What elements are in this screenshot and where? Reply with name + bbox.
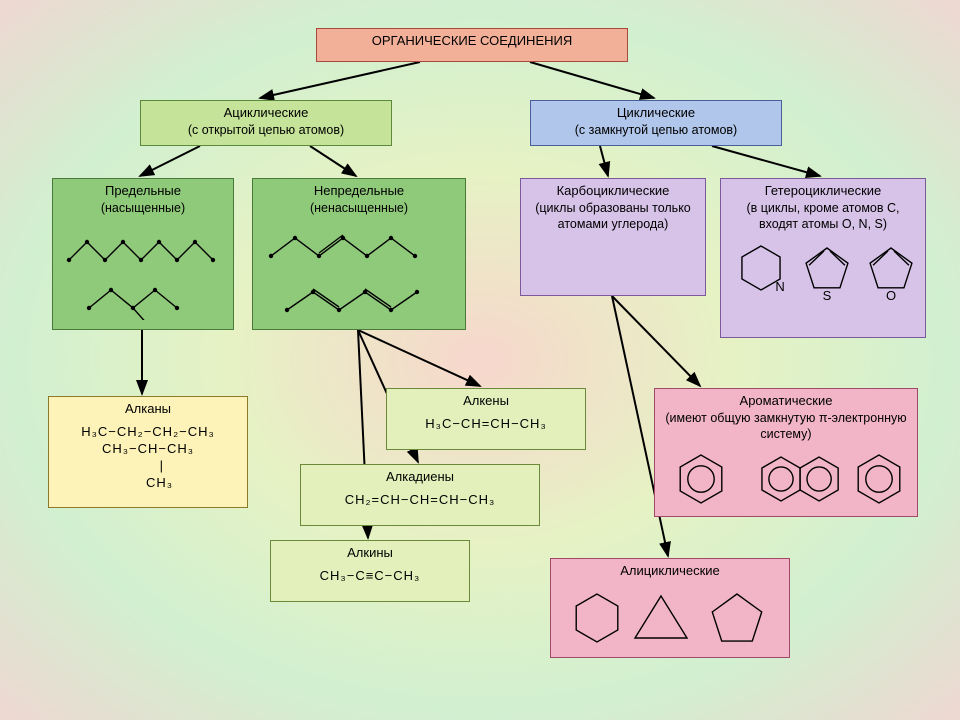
box-acyclic: Ациклические(с открытой цепью атомов) bbox=[140, 100, 392, 146]
box-aromatic-subtitle: (имеют общую замкнутую π-электронную сис… bbox=[661, 410, 911, 443]
box-unsat: Непредельные(ненасыщенные) bbox=[252, 178, 466, 330]
alkene-formula: H₃C−CH=CH−CH₃ bbox=[393, 416, 579, 433]
box-aromatic: Ароматические(имеют общую замкнутую π-эл… bbox=[654, 388, 918, 517]
box-alkyne-title: Алкины bbox=[277, 545, 463, 562]
svg-text:O: O bbox=[886, 288, 896, 303]
box-cyclic-subtitle: (с замкнутой цепью атомов) bbox=[537, 122, 775, 138]
unsat-structure-icon bbox=[259, 220, 459, 324]
box-alkane-title: Алканы bbox=[55, 401, 241, 418]
box-aromatic-title: Ароматические bbox=[661, 393, 911, 410]
sat-structure-icon bbox=[59, 220, 229, 320]
alicyclic-structure-icon bbox=[557, 584, 783, 648]
box-alkadiene-title: Алкадиены bbox=[307, 469, 533, 486]
box-hetero-subtitle: (в циклы, кроме атомов C, входят атомы O… bbox=[727, 200, 919, 233]
aromatic-structure-icon bbox=[661, 446, 911, 512]
box-acyclic-subtitle: (с открытой цепью атомов) bbox=[147, 122, 385, 138]
box-root-title: ОРГАНИЧЕСКИЕ СОЕДИНЕНИЯ bbox=[323, 33, 621, 50]
box-root: ОРГАНИЧЕСКИЕ СОЕДИНЕНИЯ bbox=[316, 28, 628, 62]
box-hetero: Гетероциклические(в циклы, кроме атомов … bbox=[720, 178, 926, 338]
box-alicyclic-title: Алициклические bbox=[557, 563, 783, 580]
box-alkene: Алкены H₃C−CH=CH−CH₃ bbox=[386, 388, 586, 450]
box-acyclic-title: Ациклические bbox=[147, 105, 385, 122]
box-hetero-title: Гетероциклические bbox=[727, 183, 919, 200]
box-carbo-title: Карбоциклические bbox=[527, 183, 699, 200]
box-carbo-subtitle: (циклы образованы только атомами углерод… bbox=[527, 200, 699, 233]
svg-text:S: S bbox=[823, 288, 832, 303]
box-unsat-title: Непредельные bbox=[259, 183, 459, 200]
alkane-formula: H₃C−CH₂−CH₂−CH₃CH₃−CH−CH₃ | CH₃ bbox=[55, 424, 241, 492]
box-alkene-title: Алкены bbox=[393, 393, 579, 410]
box-sat: Предельные(насыщенные) bbox=[52, 178, 234, 330]
svg-text:N: N bbox=[775, 279, 784, 294]
box-alkyne: Алкины CH₃−C≡C−CH₃ bbox=[270, 540, 470, 602]
alkyne-formula: CH₃−C≡C−CH₃ bbox=[277, 568, 463, 585]
hetero-structure-icon: NSO bbox=[727, 236, 921, 306]
box-carbo: Карбоциклические(циклы образованы только… bbox=[520, 178, 706, 296]
alkadiene-formula: CH₂=CH−CH=CH−CH₃ bbox=[307, 492, 533, 509]
box-alicyclic: Алициклические bbox=[550, 558, 790, 658]
box-cyclic: Циклические(с замкнутой цепью атомов) bbox=[530, 100, 782, 146]
box-sat-title: Предельные bbox=[59, 183, 227, 200]
box-unsat-subtitle: (ненасыщенные) bbox=[259, 200, 459, 216]
box-alkadiene: Алкадиены CH₂=CH−CH=CH−CH₃ bbox=[300, 464, 540, 526]
box-cyclic-title: Циклические bbox=[537, 105, 775, 122]
box-sat-subtitle: (насыщенные) bbox=[59, 200, 227, 216]
box-alkane: Алканы H₃C−CH₂−CH₂−CH₃CH₃−CH−CH₃ | CH₃ bbox=[48, 396, 248, 508]
